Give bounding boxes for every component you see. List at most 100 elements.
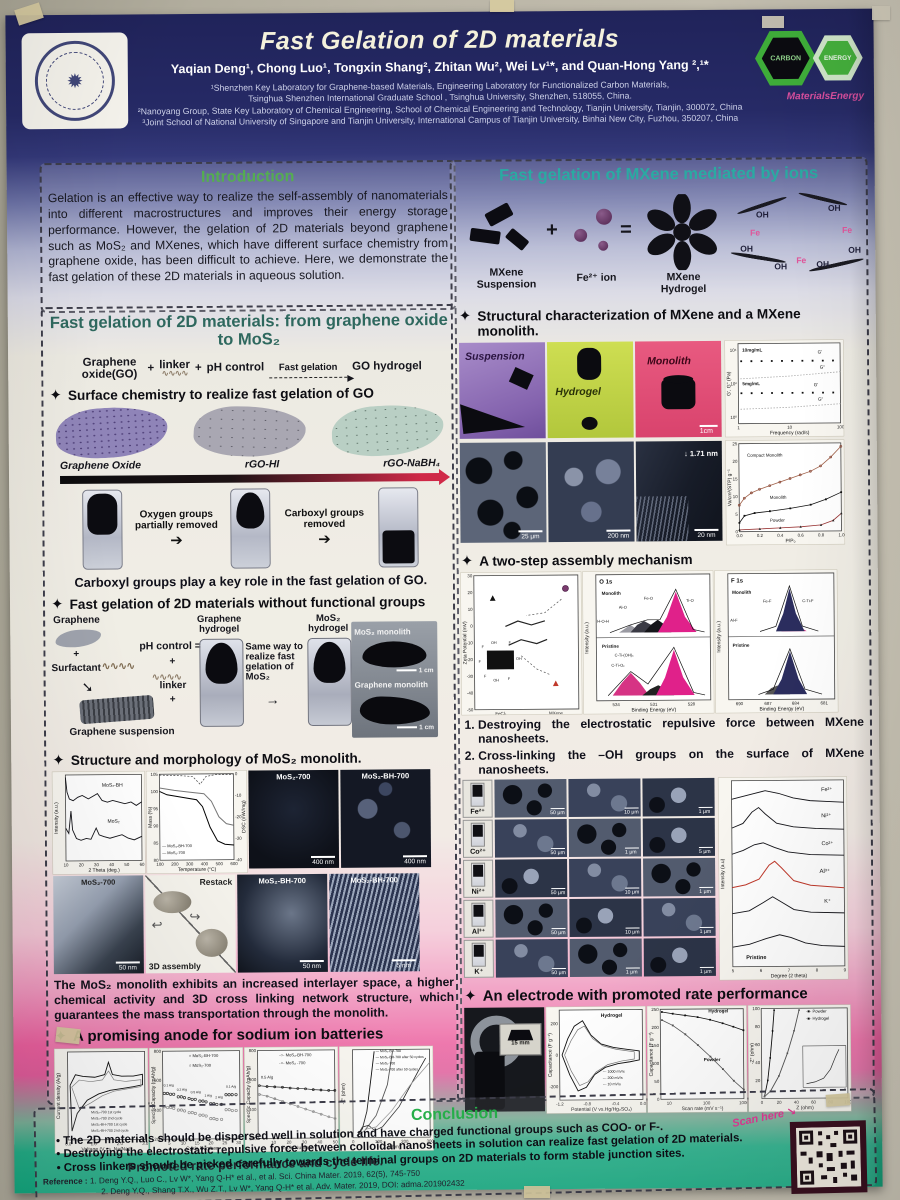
plus-icon: + [546,219,558,242]
subsection-title: Structure and morphology of MoS₂ monolit… [70,750,362,768]
svg-text:40: 40 [755,1061,760,1066]
ion-vial-card: Ni²⁺ [463,859,494,898]
svg-text:2 A/g: 2 A/g [215,1095,223,1099]
svg-text:1000: 1000 [739,1101,747,1106]
linker-label: linker [159,680,187,692]
svg-text:-30: -30 [235,836,242,841]
svg-text:OH: OH [493,678,499,682]
svg-text:Potential (V vs.Hg/Hg₂SO₄): Potential (V vs.Hg/Hg₂SO₄) [571,1107,632,1113]
svg-text:C-Ti-(OH)ₓ: C-Ti-(OH)ₓ [615,652,634,657]
oh-label: OH [740,243,754,254]
svg-text:20: 20 [777,1100,782,1105]
chart-xps-o1s: 534 531 528 Binding Energy (eV) Intensity (a… [582,570,714,714]
left-section-title: Fast gelation of 2D materials: from grap… [49,310,448,350]
svg-text:Fe-F: Fe-F [763,598,772,603]
svg-text:Intensity (a.u.): Intensity (a.u.) [584,622,590,654]
svg-text:— 200 mV/s: — 200 mV/s [603,1076,623,1080]
svg-text:Va/cm³(STP) g⁻¹: Va/cm³(STP) g⁻¹ [727,469,733,506]
tem-label: MoS₂-700 [81,877,116,887]
tem-image-mos2-bh-700: MoS₂-BH-700 400 nm [340,769,432,868]
right-section-title: Fast gelation of MXene mediated by ions [499,164,819,185]
svg-text:0.4: 0.4 [777,533,784,538]
arrow-right-icon: ➔ [318,530,331,549]
svg-text:684: 684 [792,701,800,706]
svg-text:80: 80 [755,1025,760,1030]
svg-text:30: 30 [94,862,99,867]
svg-text:— MoS₂-BH-700: — MoS₂-BH-700 [162,843,193,848]
equals-icon: = [620,218,632,241]
hydrogel-piece [577,347,602,380]
mos2-characterization-row: 10 20 30 40 50 60 2 Theta (deg.) Intensity (a.u… [52,769,453,875]
sem-cell: 5 μm [642,817,716,857]
mxene-photos-column: Suspension Hydrogel Monolith 1cm [458,340,723,547]
svg-text:Ti-O: Ti-O [686,598,694,603]
right-section-box: Fast gelation of MXene mediated by ions … [449,156,875,1114]
tem-label: MoS₂-BH-700 [361,771,410,781]
ion-label: Al³⁺ [471,926,486,936]
hydrogel-photo: Hydrogel [546,341,634,439]
svg-text:2 Theta (deg.): 2 Theta (deg.) [88,868,120,874]
reduction-step: Oxygen groups partially removed ➔ [128,509,224,550]
squiggle-icon: ∿∿∿∿ [161,368,188,379]
chart-zeta-potential: FeCl₂ MXene 30 20 10 0 -10 -20 -30 -40 -50 Zeta Pot… [460,571,582,716]
svg-text:0: 0 [735,529,738,534]
svg-text:-0.4: -0.4 [612,1102,620,1107]
svg-text:-10: -10 [466,640,473,645]
svg-text:534: 534 [613,702,621,707]
subsection-title: Fast gelation of 2D materials without fu… [69,594,426,613]
hydrogel-dome [236,492,265,529]
svg-text:10⁰: 10⁰ [730,415,737,420]
mos2-monolith-blob [362,641,427,668]
fe-label: Fe [750,227,761,238]
svg-text:O 1s: O 1s [599,579,613,585]
dashed-arrow-icon: ▶ [269,372,354,382]
ion-vial-card: Co²⁺ [462,819,494,858]
ph-control-label: pH control = [139,639,201,653]
scale-bar: 50 μm [551,969,566,977]
scale-bar: 1 μm [625,847,639,855]
svg-text:8: 8 [816,967,819,972]
scheme-go: Graphene oxide(GO) [81,356,138,381]
suspension-chip [508,366,534,390]
svg-text:50: 50 [654,1079,659,1084]
svg-text:Z (ohm): Z (ohm) [796,1106,814,1112]
svg-text:528: 528 [688,701,696,706]
sheet-labels: Graphene Oxide rGO-HI rGO-NaBH₄ [60,457,440,472]
svg-text:— MoS₂-BH-700: — MoS₂-BH-700 [376,1049,401,1053]
chart-cv-mxene: -1.2 -0.8 -0.4 0.0 200 0 -200 Potential (V vs.H… [546,1006,647,1114]
svg-text:Current density (A/g): Current density (A/g) [56,1072,62,1119]
svg-text:Scan rate (mV s⁻¹): Scan rate (mV s⁻¹) [682,1106,724,1112]
svg-text:100: 100 [703,1101,711,1106]
svg-text:531: 531 [650,702,658,707]
svg-text:0: 0 [657,1097,660,1102]
mxene-charts-column: 1 10 100 10⁴ 10² 10⁰ Frequency (rad/s) G', G'' … [724,339,845,545]
tape-piece [524,1186,550,1198]
svg-text:Fe²⁺: Fe²⁺ [821,786,832,793]
svg-text:5: 5 [735,512,738,517]
scale-bar: 1 μm [626,967,640,975]
svg-text:FeCl₂: FeCl₂ [495,711,506,715]
svg-text:Binding Energy (eV): Binding Energy (eV) [759,706,804,712]
sheet-label: Graphene Oxide [59,459,142,473]
qr-zone: Scan here ↘ [731,1105,870,1195]
svg-text:0.2: 0.2 [757,533,764,538]
svg-text:9: 9 [844,967,847,972]
journal-brand: MaterialsEnergy [786,90,865,103]
ion-row-ni: Ni²⁺ 50 μm 10 μm 1 μm [463,857,716,898]
scale-bar: 50 nm [300,960,324,970]
svg-text:Al³⁺: Al³⁺ [819,868,830,875]
svg-text:MoS₂-700 1st cycle: MoS₂-700 1st cycle [91,1110,121,1114]
subsection-header-electrode: ✦ An electrode with promoted rate perfor… [464,984,866,1006]
svg-text:Capacitance (F g⁻¹): Capacitance (F g⁻¹) [547,1033,553,1077]
svg-text:— MoS₂-700 after 50 cycles: — MoS₂-700 after 50 cycles [376,1067,419,1071]
svg-text:Powder: Powder [770,518,785,523]
svg-text:-○- MoS₂ -700: -○- MoS₂ -700 [279,1060,306,1065]
restack-assembly-schematic: Restack 3D assembly ↩ ↪ [145,874,236,974]
svg-text:20: 20 [755,1079,760,1084]
scale-bar: 200 nm [606,529,630,539]
restack-label: Restack [199,876,233,887]
suspension-photo: Suspension [458,342,546,439]
subsection-title: A promising anode for sodium ion batteri… [72,1025,384,1046]
svg-text:100: 100 [151,789,159,794]
surfactant-label: Surfactant [51,662,102,675]
